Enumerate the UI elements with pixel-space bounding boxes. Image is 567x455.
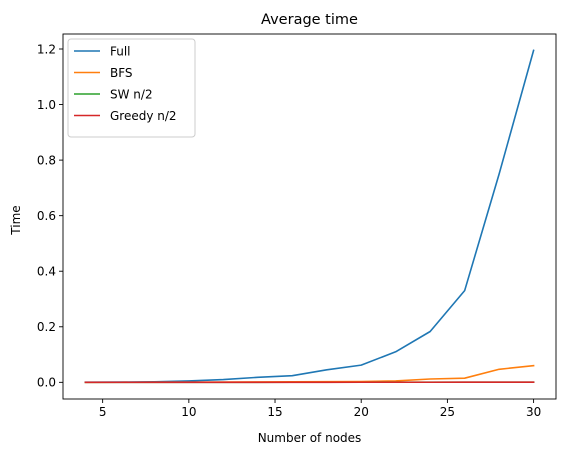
x-axis-label: Number of nodes xyxy=(258,431,362,445)
legend-box xyxy=(67,38,196,138)
axes: 5 10 15 20 25 30 0.0 0.2 0.4 0.6 0.8 1.0 1.2 xyxy=(37,33,557,419)
y-axis-label: Time xyxy=(9,205,23,235)
legend-label-0: Full xyxy=(110,44,131,58)
legend-label-1: BFS xyxy=(110,66,133,80)
y-tick-label: 1.0 xyxy=(37,98,56,112)
plot-area xyxy=(84,49,535,384)
x-tick-label: 5 xyxy=(99,405,107,419)
x-tick-label: 20 xyxy=(354,405,369,419)
y-tick-label: 0.8 xyxy=(37,153,56,167)
legend-label-3: Greedy n/2 xyxy=(110,109,177,123)
chart-title: Average time xyxy=(261,12,358,28)
y-tick-label: 0.0 xyxy=(37,376,56,390)
y-tick-label: 0.6 xyxy=(37,209,56,223)
y-tick-label: 1.2 xyxy=(37,42,56,56)
legend: Full BFS SW n/2 Greedy n/2 xyxy=(67,38,196,138)
y-tick-label: 0.4 xyxy=(37,265,56,279)
legend-label-2: SW n/2 xyxy=(110,87,153,101)
axes-frame xyxy=(62,33,557,400)
x-tick-label: 10 xyxy=(181,405,196,419)
x-tick-label: 15 xyxy=(267,405,282,419)
x-tick-label: 30 xyxy=(526,405,541,419)
x-tick-label: 25 xyxy=(440,405,455,419)
y-tick-label: 0.2 xyxy=(37,320,56,334)
